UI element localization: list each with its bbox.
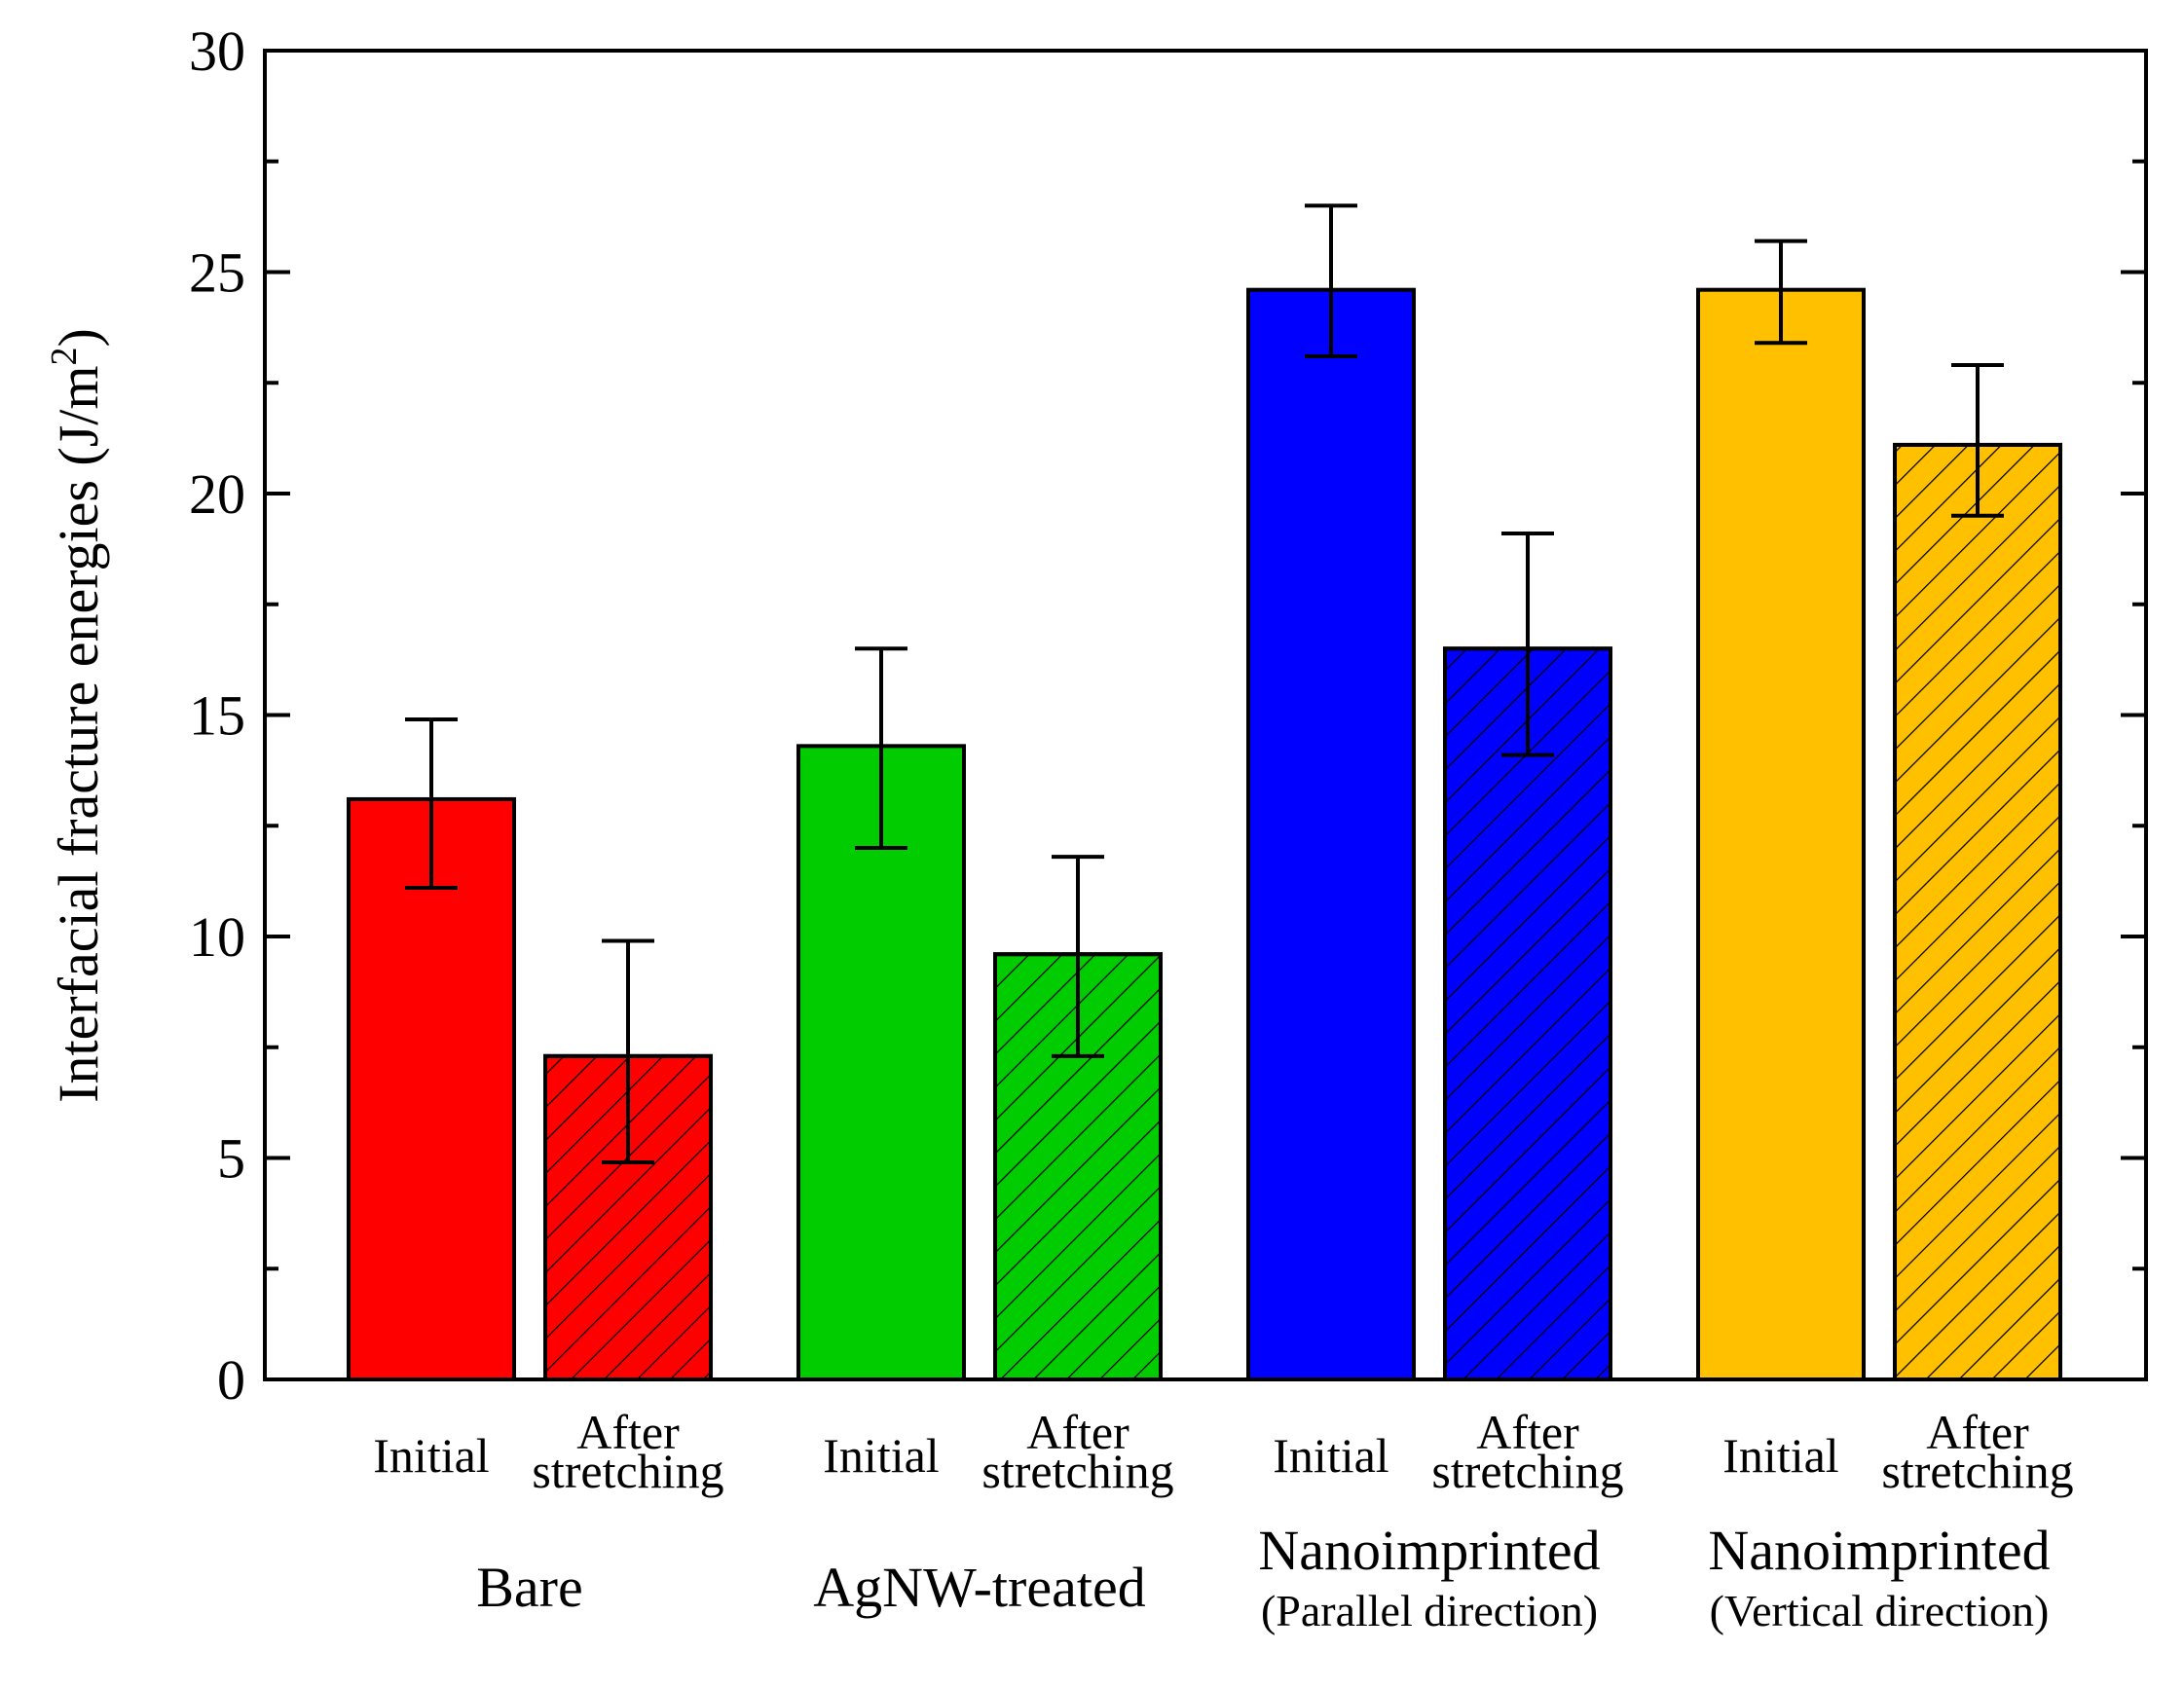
bar	[1696, 287, 1866, 1382]
y-tick-label: 0	[217, 1348, 245, 1412]
bar-label-after: After	[1476, 1405, 1579, 1459]
group-name: Nanoimprinted	[1708, 1519, 2050, 1582]
y-tick-label: 15	[189, 684, 245, 748]
bar-label-stretching: stretching	[1881, 1444, 2073, 1498]
bar-label-stretching: stretching	[1431, 1444, 1623, 1498]
bar	[347, 796, 516, 1381]
error-bars-layer	[405, 203, 2004, 1165]
y-tick-label: 30	[189, 19, 245, 83]
y-tick-label: 10	[189, 905, 245, 969]
y-ticks-layer	[265, 49, 2146, 1381]
group-subname: (Vertical direction)	[1710, 1586, 2050, 1635]
bar-label-after: After	[1026, 1405, 1129, 1459]
y-tick-labels: 0 5 10 15 20 25 30	[189, 19, 245, 1412]
bar-hatch	[1893, 442, 2062, 1381]
bar-label-initial: Initial	[1722, 1428, 1838, 1483]
y-axis-label: Interfacial fracture energies (J/m2)	[44, 328, 110, 1103]
bar-label-stretching: stretching	[532, 1444, 723, 1498]
group-name: AgNW-treated	[813, 1556, 1145, 1619]
y-tick-label: 25	[189, 241, 245, 305]
bars-layer	[347, 287, 2062, 1382]
y-tick-label: 5	[217, 1127, 245, 1191]
bar-label-initial: Initial	[373, 1428, 489, 1483]
bar	[796, 744, 966, 1381]
bar-label-initial: Initial	[823, 1428, 939, 1483]
bar-label-after: After	[576, 1405, 680, 1459]
bar	[1246, 287, 1416, 1382]
bar-label-after: After	[1926, 1405, 2029, 1459]
group-name: Nanoimprinted	[1258, 1519, 1600, 1582]
y-tick-label: 20	[189, 462, 245, 526]
bar-hatch	[1443, 646, 1612, 1381]
bar-label-stretching: stretching	[981, 1444, 1173, 1498]
group-subname: (Parallel direction)	[1261, 1586, 1598, 1635]
group-name: Bare	[476, 1556, 583, 1619]
bar-label-initial: Initial	[1273, 1428, 1388, 1483]
